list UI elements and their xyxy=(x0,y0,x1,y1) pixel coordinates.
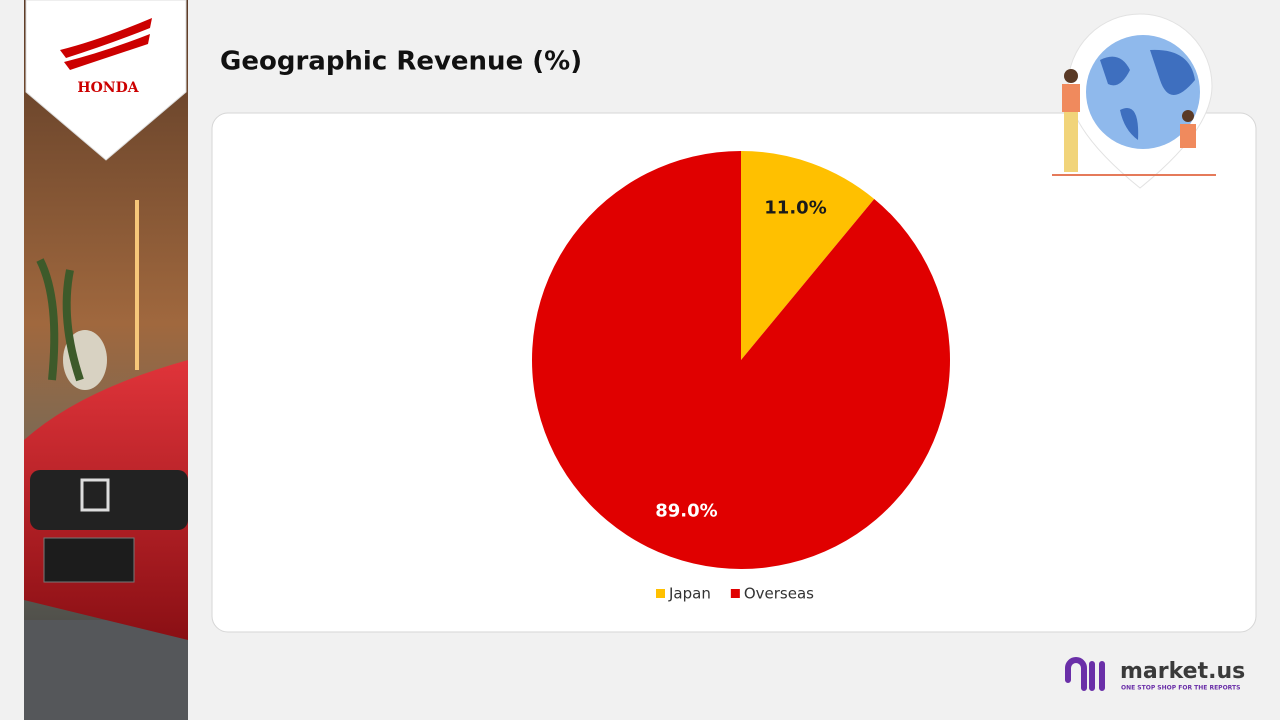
legend-swatch xyxy=(656,589,665,598)
data-label: 89.0% xyxy=(655,500,717,521)
brand-name: market.us xyxy=(1120,659,1245,684)
logo-text: HONDA xyxy=(77,80,139,96)
legend-label: Japan xyxy=(668,585,711,603)
marketus-logo: market.us ONE STOP SHOP FOR THE REPORTS xyxy=(1065,657,1245,692)
legend-label: Overseas xyxy=(744,585,814,603)
chart-title: Geographic Revenue (%) xyxy=(220,47,582,77)
plot-area: 11.0% 89.0% Japan Overseas xyxy=(532,151,950,603)
pie-slice xyxy=(741,151,875,360)
data-label: 11.0% xyxy=(764,198,826,219)
honda-logo: HONDA xyxy=(25,0,187,161)
brand-tagline: ONE STOP SHOP FOR THE REPORTS xyxy=(1121,685,1240,692)
legend-swatch xyxy=(730,589,740,598)
globe-illustration xyxy=(1052,13,1216,189)
pie-slice xyxy=(532,151,950,569)
